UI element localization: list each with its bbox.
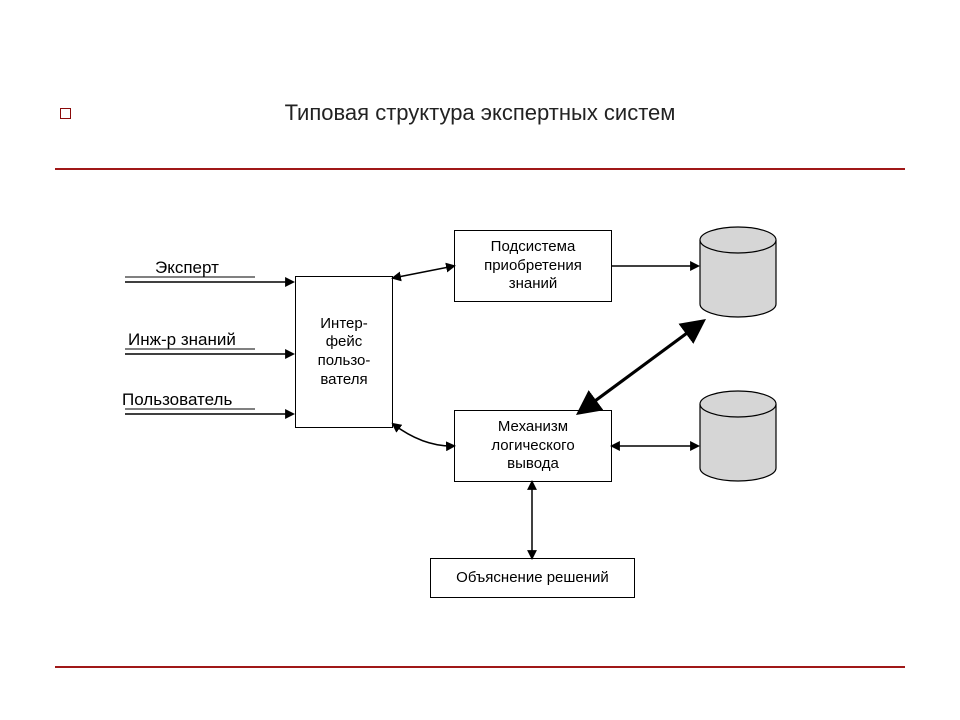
diagram-svg [0, 0, 960, 720]
